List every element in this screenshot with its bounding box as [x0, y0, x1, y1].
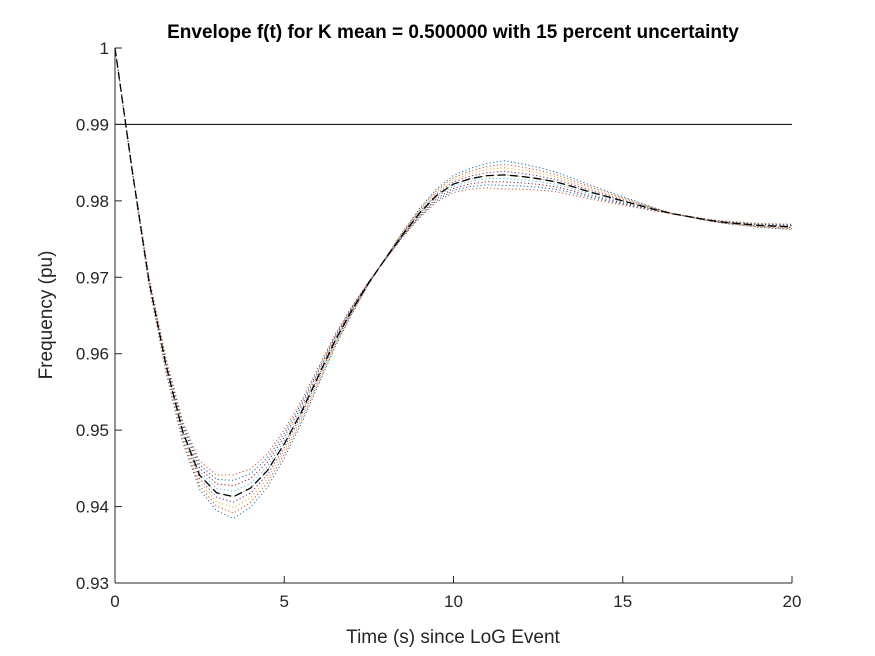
y-tick-label: 0.98: [76, 192, 109, 211]
chart-title: Envelope f(t) for K mean = 0.500000 with…: [167, 22, 739, 43]
envelope-trace: [114, 47, 793, 492]
plot-area: [115, 48, 792, 583]
mean-response: [114, 47, 793, 498]
y-tick-label: 0.95: [76, 421, 109, 440]
x-tick-label: 5: [280, 592, 289, 611]
y-tick-label: 0.94: [76, 498, 109, 517]
x-tick-label: 15: [613, 592, 632, 611]
x-axis-label: Time (s) since LoG Event: [346, 627, 560, 648]
envelope-trace: [114, 47, 793, 487]
y-tick-label: 1: [100, 39, 109, 58]
y-tick-label: 0.93: [76, 574, 109, 593]
y-tick-label: 0.97: [76, 268, 109, 287]
x-ticks: 0 5 10 15 20: [110, 576, 801, 611]
x-tick-label: 0: [110, 592, 119, 611]
mean-response-line: [114, 47, 793, 498]
x-tick-label: 20: [783, 592, 802, 611]
y-tick-label: 0.96: [76, 345, 109, 364]
x-tick-label: 10: [444, 592, 463, 611]
y-ticks: 0.93 0.94 0.95 0.96 0.97 0.98 0.99 1: [76, 39, 122, 593]
y-axis-label: Frequency (pu): [36, 251, 57, 380]
y-tick-label: 0.99: [76, 115, 109, 134]
